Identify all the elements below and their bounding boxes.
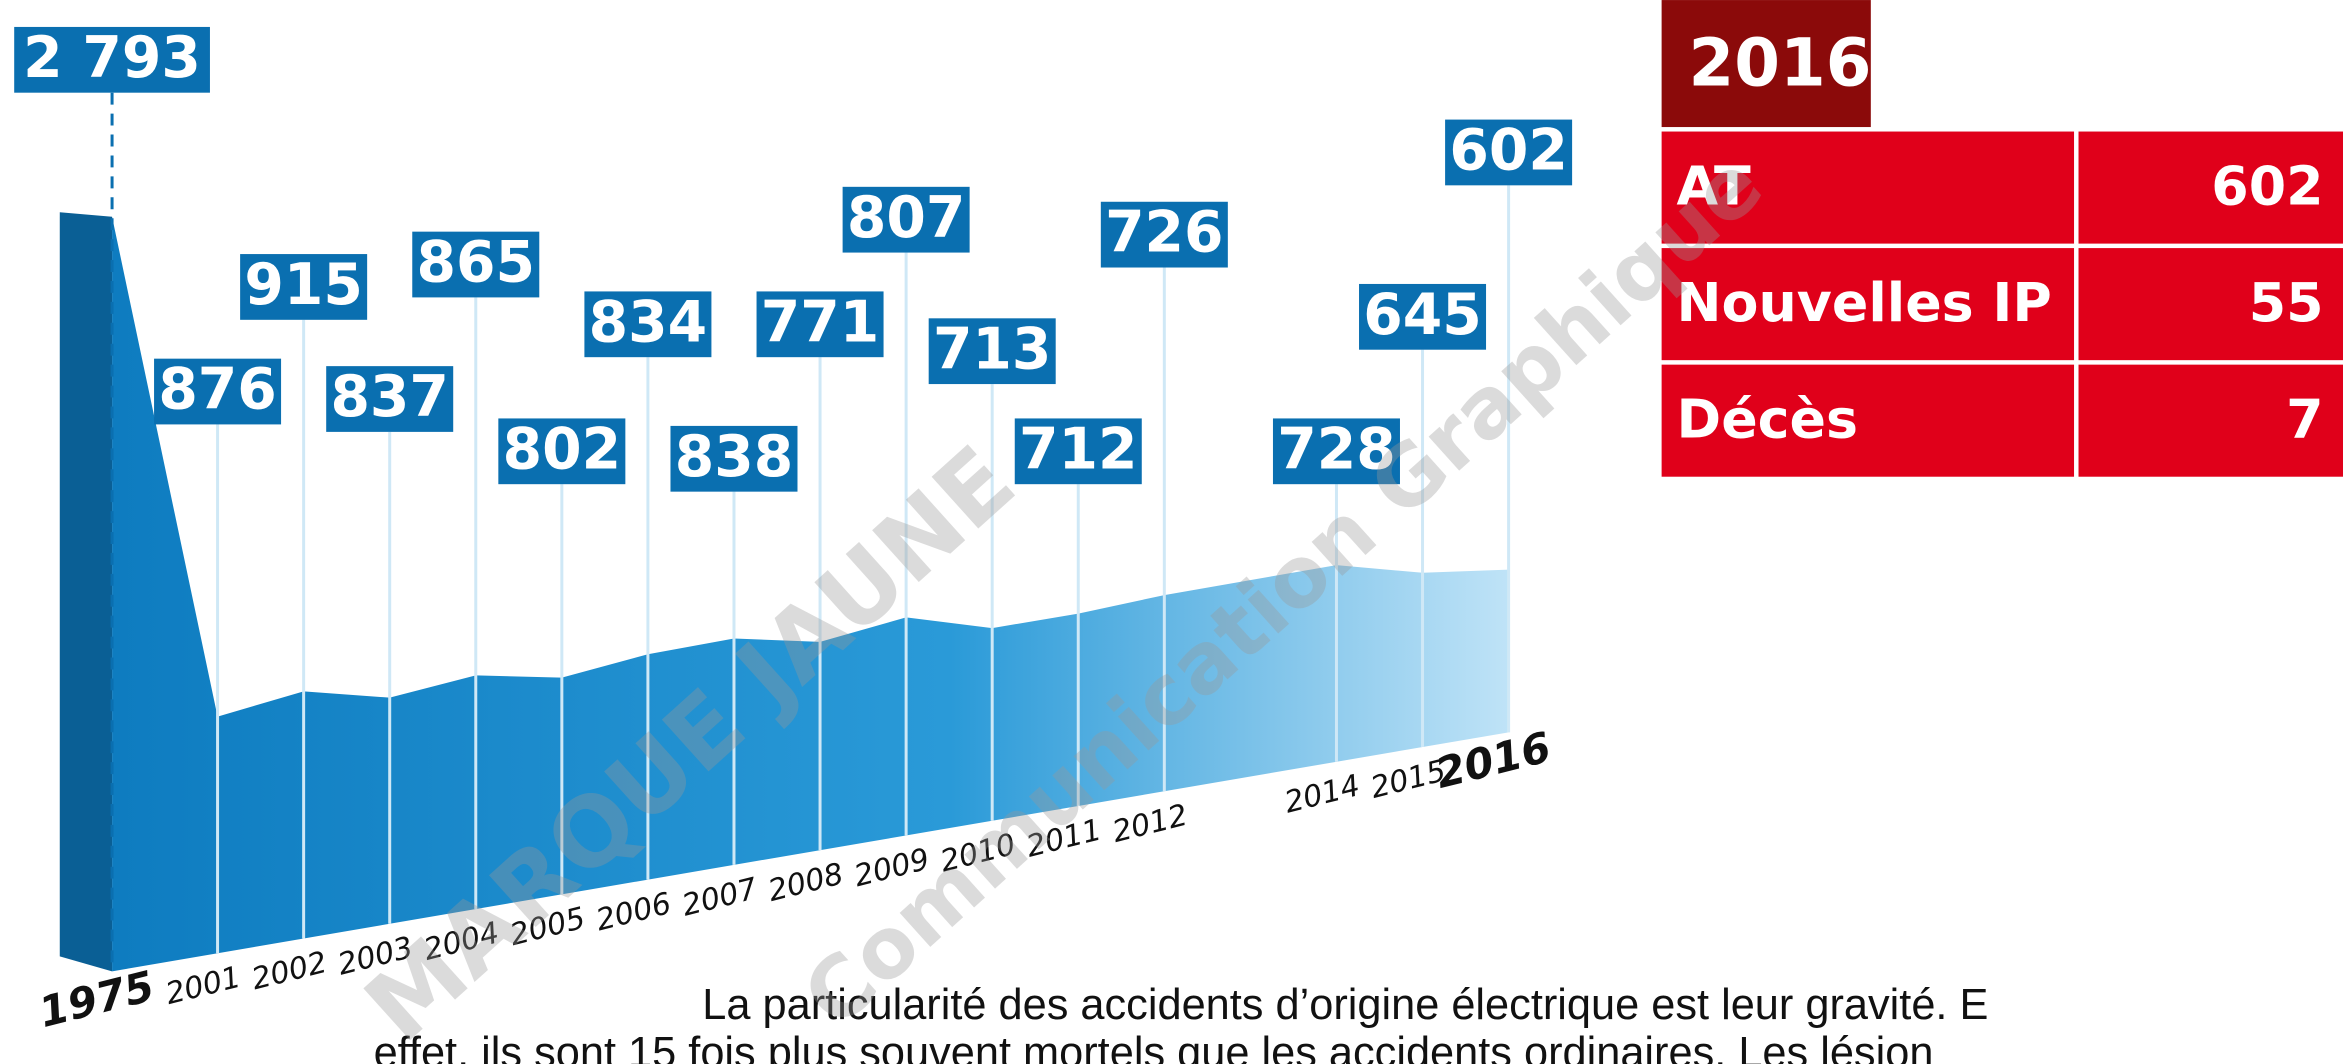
value-label: 915 [244, 252, 363, 318]
value-label-bg [326, 366, 454, 432]
value-label: 712 [1019, 416, 1137, 482]
value-label-bg [584, 291, 712, 358]
value-label-bg [154, 358, 282, 425]
value-label: 713 [933, 316, 1052, 382]
value-label-bg [928, 318, 1056, 385]
value-label-bg [1100, 201, 1228, 268]
table-row-value: 7 [2286, 388, 2323, 451]
table-cell-bg [2078, 364, 2343, 477]
value-label-bg [670, 425, 798, 492]
value-label: 865 [417, 230, 536, 296]
value-label: 802 [503, 416, 622, 482]
table-row-value: 55 [2249, 271, 2324, 334]
table-title: 2016 [1689, 24, 1872, 101]
table-row-label: Nouvelles IP [1677, 271, 2052, 334]
value-label: 726 [1105, 200, 1224, 266]
value-label: 834 [589, 289, 708, 355]
table-title-bg [1661, 0, 1871, 128]
value-label: 2 793 [23, 25, 201, 91]
table-row-value: 602 [2211, 154, 2323, 217]
value-label: 876 [158, 357, 277, 423]
value-label-bg [240, 254, 368, 320]
x-tick-label: 2014 [1281, 768, 1363, 820]
area [112, 216, 1509, 972]
value-label: 807 [847, 185, 966, 251]
table-cell-bg [1661, 364, 2075, 477]
x-tick-label: 2007 [679, 871, 761, 923]
value-label-bg [412, 231, 540, 298]
value-label-bg [756, 291, 884, 358]
value-label-bg [1014, 418, 1142, 485]
table-cell-bg [2078, 248, 2343, 361]
x-tick-label: 2012 [1109, 798, 1191, 850]
paragraph-line: La particularité des accidents d’origine… [702, 981, 1988, 1029]
value-label: 837 [330, 364, 449, 430]
value-label-bg [1359, 283, 1487, 350]
x-tick-label: 1975 [34, 961, 159, 1037]
x-tick-label: 2001 [162, 960, 244, 1012]
x-tick-label: 2008 [765, 857, 847, 909]
table-row-label: AT [1677, 154, 1751, 217]
area-side [59, 212, 113, 972]
value-label-bg [498, 418, 626, 485]
table-row-label: Décès [1677, 388, 1859, 451]
x-tick-label: 2002 [248, 945, 330, 997]
table-cell-bg [2078, 131, 2343, 244]
value-label-bg [14, 26, 210, 93]
value-label-bg [1272, 418, 1400, 485]
value-label: 645 [1363, 282, 1482, 348]
value-label: 771 [761, 289, 880, 355]
value-label: 602 [1449, 118, 1568, 184]
value-label-bg [1445, 119, 1573, 186]
table-cell-bg [1661, 248, 2075, 361]
paragraph-line: effet, ils sont 15 fois plus souvent mor… [374, 1029, 1934, 1064]
table-cell-bg [1661, 131, 2075, 244]
value-label-bg [842, 186, 970, 253]
value-label: 728 [1277, 416, 1396, 482]
value-label: 838 [675, 424, 794, 490]
